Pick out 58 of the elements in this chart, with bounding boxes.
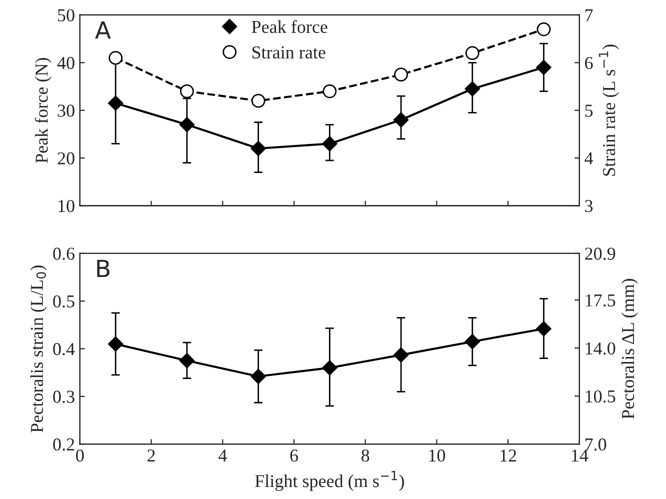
point <box>464 81 480 96</box>
y-tick-label: 0.5 <box>53 295 74 308</box>
point <box>393 112 409 128</box>
x-tick-label: 2 <box>148 450 155 462</box>
point <box>179 353 195 368</box>
x-tick-label: 14 <box>572 450 588 462</box>
y-tick-label: 50 <box>58 9 74 22</box>
y-tick-label: 20 <box>58 152 74 164</box>
point <box>464 334 480 350</box>
point <box>465 46 480 60</box>
y2-tick-label: 17.5 <box>586 294 616 307</box>
point <box>108 96 124 111</box>
point <box>179 117 195 132</box>
point <box>394 68 408 82</box>
x-tick-label: 0 <box>76 449 84 462</box>
point <box>108 336 124 352</box>
y2-axis-title: Pectoralis ΔL (mm) <box>621 278 638 419</box>
point <box>250 368 266 384</box>
y-tick-label: 40 <box>57 56 74 70</box>
x-tick-label: 4 <box>218 450 227 462</box>
y2-tick-label: 3 <box>585 200 593 212</box>
y2-tick-label: 7.0 <box>585 438 606 451</box>
point <box>250 140 266 156</box>
point <box>180 84 194 98</box>
chart-title: A <box>95 21 111 39</box>
x-axis-title: Flight speed (m s$^{−1}$) <box>255 470 404 491</box>
point <box>108 50 123 65</box>
y-tick-label: 0.6 <box>53 248 75 260</box>
point <box>322 360 338 376</box>
point <box>536 60 552 75</box>
y2-tick-label: 20.9 <box>585 248 616 260</box>
y2-tick-label: 10.5 <box>586 390 616 403</box>
x-tick-label: 6 <box>290 450 298 462</box>
y2-tick-label: 7 <box>585 9 593 22</box>
y2-axis-title: Strain rate (L s$^{−1}$) <box>598 44 619 176</box>
y-tick-label: 30 <box>58 104 74 117</box>
point <box>536 22 551 36</box>
chart-title: B <box>97 260 110 278</box>
point <box>393 347 409 363</box>
y2-tick-label: 14.0 <box>586 342 616 355</box>
legend-label: Strain rate <box>252 46 326 59</box>
y-tick-label: 0.2 <box>53 438 74 451</box>
y-tick-label: 10 <box>58 200 74 212</box>
x-tick-label: 8 <box>362 449 370 462</box>
point <box>322 84 337 98</box>
y2-tick-label: 6 <box>585 56 593 70</box>
legend-label: Peak force <box>252 20 328 33</box>
point <box>322 136 338 152</box>
x-tick-label: 10 <box>429 449 446 462</box>
y-tick-label: 0.3 <box>53 390 74 403</box>
y-axis-title: Pectoralis strain (L/L$_{0}$) <box>30 266 47 432</box>
y-tick-label: 0.4 <box>53 343 75 356</box>
point <box>536 321 552 336</box>
y2-tick-label: 5 <box>585 104 593 117</box>
y-axis-title: Peak force (N) <box>34 58 52 163</box>
y2-tick-label: 4 <box>584 152 594 164</box>
x-tick-label: 12 <box>500 450 516 462</box>
point <box>251 94 266 108</box>
